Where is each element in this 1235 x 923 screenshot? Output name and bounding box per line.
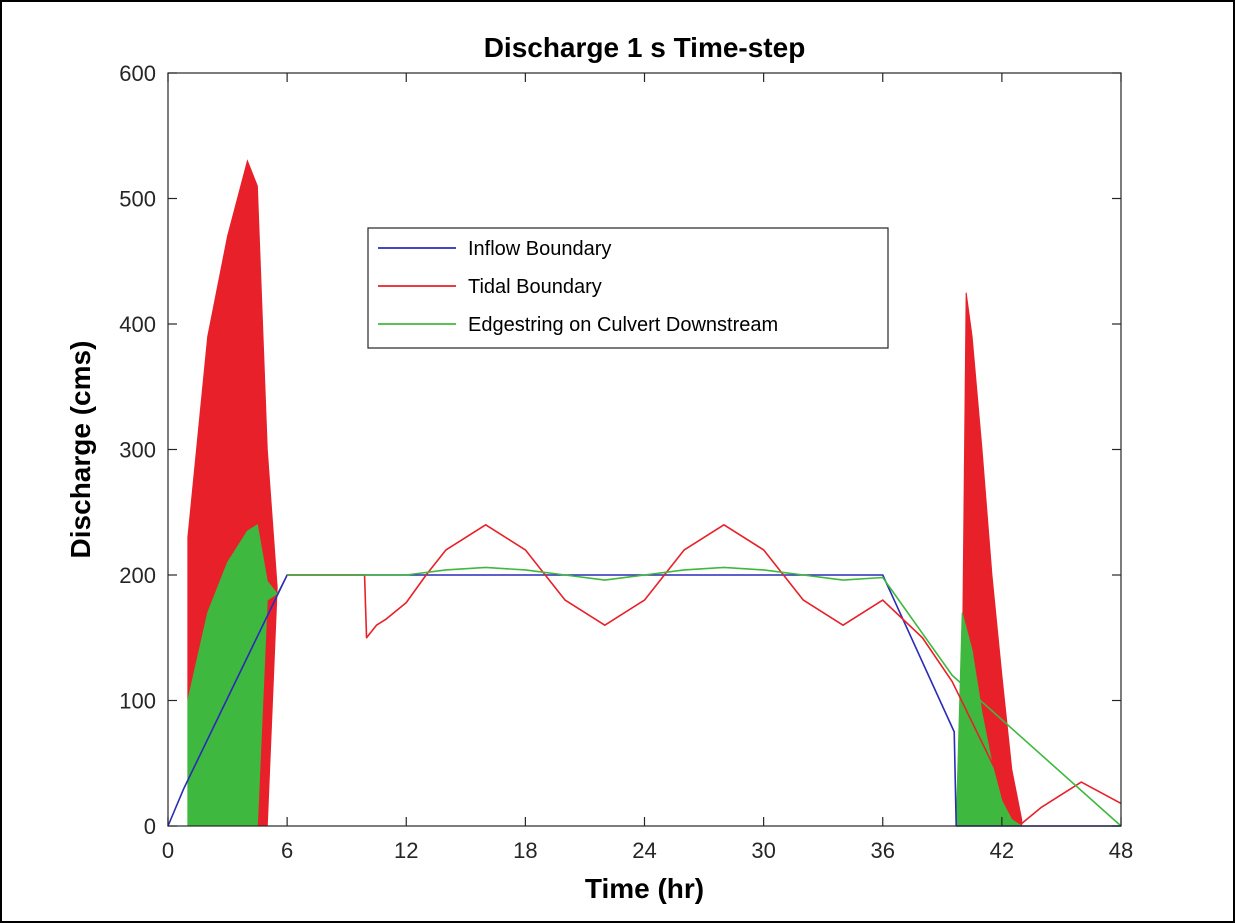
x-tick-label: 42	[990, 838, 1014, 863]
y-tick-label: 0	[144, 814, 156, 839]
x-tick-label: 24	[632, 838, 656, 863]
x-axis-label: Time (hr)	[585, 873, 704, 904]
x-tick-label: 30	[751, 838, 775, 863]
axis-ticks: 0 6 12 18 24 30 36 42 48 0 100 200 300 400 500 600	[119, 61, 1133, 863]
x-tick-label: 18	[513, 838, 537, 863]
legend-entry: Tidal Boundary	[468, 276, 602, 298]
y-tick-label: 400	[119, 312, 156, 337]
oscillation-fills	[187, 159, 1024, 827]
legend: Inflow Boundary Tidal Boundary Edgestring …	[367, 227, 889, 349]
x-tick-label: 48	[1109, 838, 1133, 863]
y-tick-label: 100	[119, 689, 156, 714]
legend-entry: Inflow Boundary	[468, 238, 611, 260]
y-tick-label: 500	[119, 187, 156, 212]
legend-entry: Edgestring on Culvert Downstream	[468, 314, 778, 336]
y-tick-label: 300	[119, 438, 156, 463]
x-tick-label: 12	[394, 838, 418, 863]
x-tick-label: 6	[281, 838, 293, 863]
chart-title: Discharge 1 s Time-step	[484, 32, 806, 63]
series-line	[287, 523, 1122, 825]
y-tick-label: 200	[119, 563, 156, 588]
y-tick-label: 600	[119, 61, 156, 86]
series-line	[287, 566, 1122, 827]
y-axis-label: Discharge (cms)	[65, 341, 96, 559]
x-tick-label: 0	[162, 838, 174, 863]
x-tick-label: 36	[871, 838, 895, 863]
